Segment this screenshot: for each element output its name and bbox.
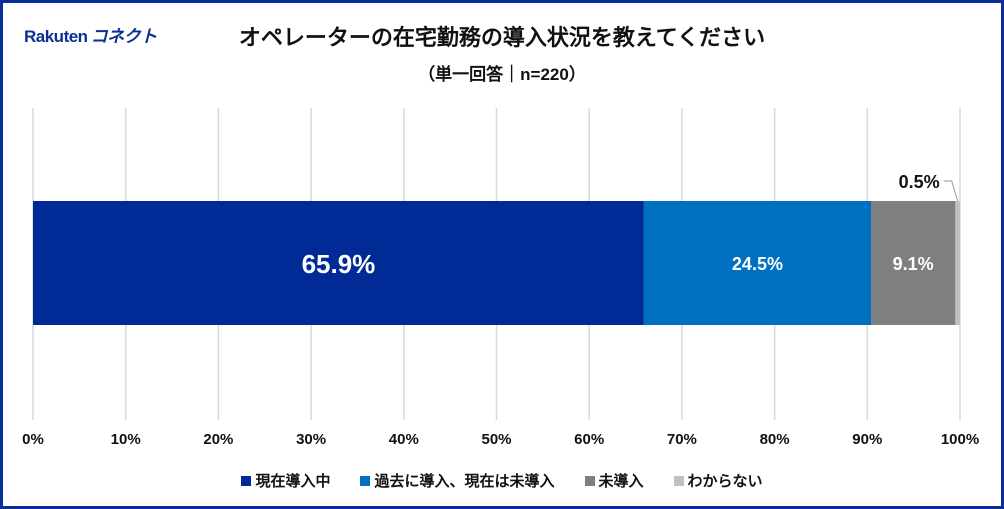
x-tick-label: 40% bbox=[389, 431, 419, 448]
x-tick-label: 90% bbox=[852, 431, 882, 448]
data-label: 65.9% bbox=[302, 249, 376, 279]
legend-item: 現在導入中 bbox=[241, 470, 330, 491]
legend: 現在導入中 過去に導入、現在は未導入 未導入 わからない bbox=[0, 470, 1004, 491]
x-tick-label: 80% bbox=[760, 431, 790, 448]
legend-swatch bbox=[241, 475, 252, 486]
legend-item: 過去に導入、現在は未導入 bbox=[360, 470, 555, 491]
legend-swatch bbox=[673, 475, 684, 486]
bar-segment bbox=[871, 201, 956, 325]
x-tick-label: 0% bbox=[22, 431, 44, 448]
data-label: 0.5% bbox=[899, 172, 940, 192]
bar-segment bbox=[955, 201, 960, 325]
bar-segment bbox=[643, 201, 872, 325]
legend-swatch bbox=[584, 475, 595, 486]
logo-latin: Rakuten bbox=[24, 27, 88, 46]
legend-item: 未導入 bbox=[584, 470, 644, 491]
x-tick-label: 60% bbox=[574, 431, 604, 448]
chart-subtitle: （単一回答｜n=220） bbox=[418, 65, 586, 84]
x-tick-label: 50% bbox=[481, 431, 511, 448]
legend-swatch bbox=[360, 475, 371, 486]
chart-title: オペレーターの在宅勤務の導入状況を教えてください bbox=[238, 25, 766, 50]
x-tick-label: 10% bbox=[111, 431, 141, 448]
bar-segment bbox=[33, 201, 644, 325]
x-tick-label: 20% bbox=[203, 431, 233, 448]
legend-label: 現在導入中 bbox=[255, 473, 331, 490]
logo-kana: コネクト bbox=[90, 27, 158, 46]
data-label: 24.5% bbox=[732, 254, 783, 274]
legend-item: わからない bbox=[673, 470, 763, 491]
x-tick-label: 30% bbox=[296, 431, 326, 448]
data-label: 9.1% bbox=[893, 254, 934, 274]
rakuten-connect-logo: Rakuten コネクト bbox=[24, 22, 157, 47]
x-tick-label: 70% bbox=[667, 431, 697, 448]
legend-label: 未導入 bbox=[598, 473, 644, 490]
leader-line bbox=[943, 180, 959, 202]
legend-label: 過去に導入、現在は未導入 bbox=[374, 473, 555, 490]
x-tick-label: 100% bbox=[941, 431, 979, 448]
legend-label: わからない bbox=[687, 473, 763, 490]
